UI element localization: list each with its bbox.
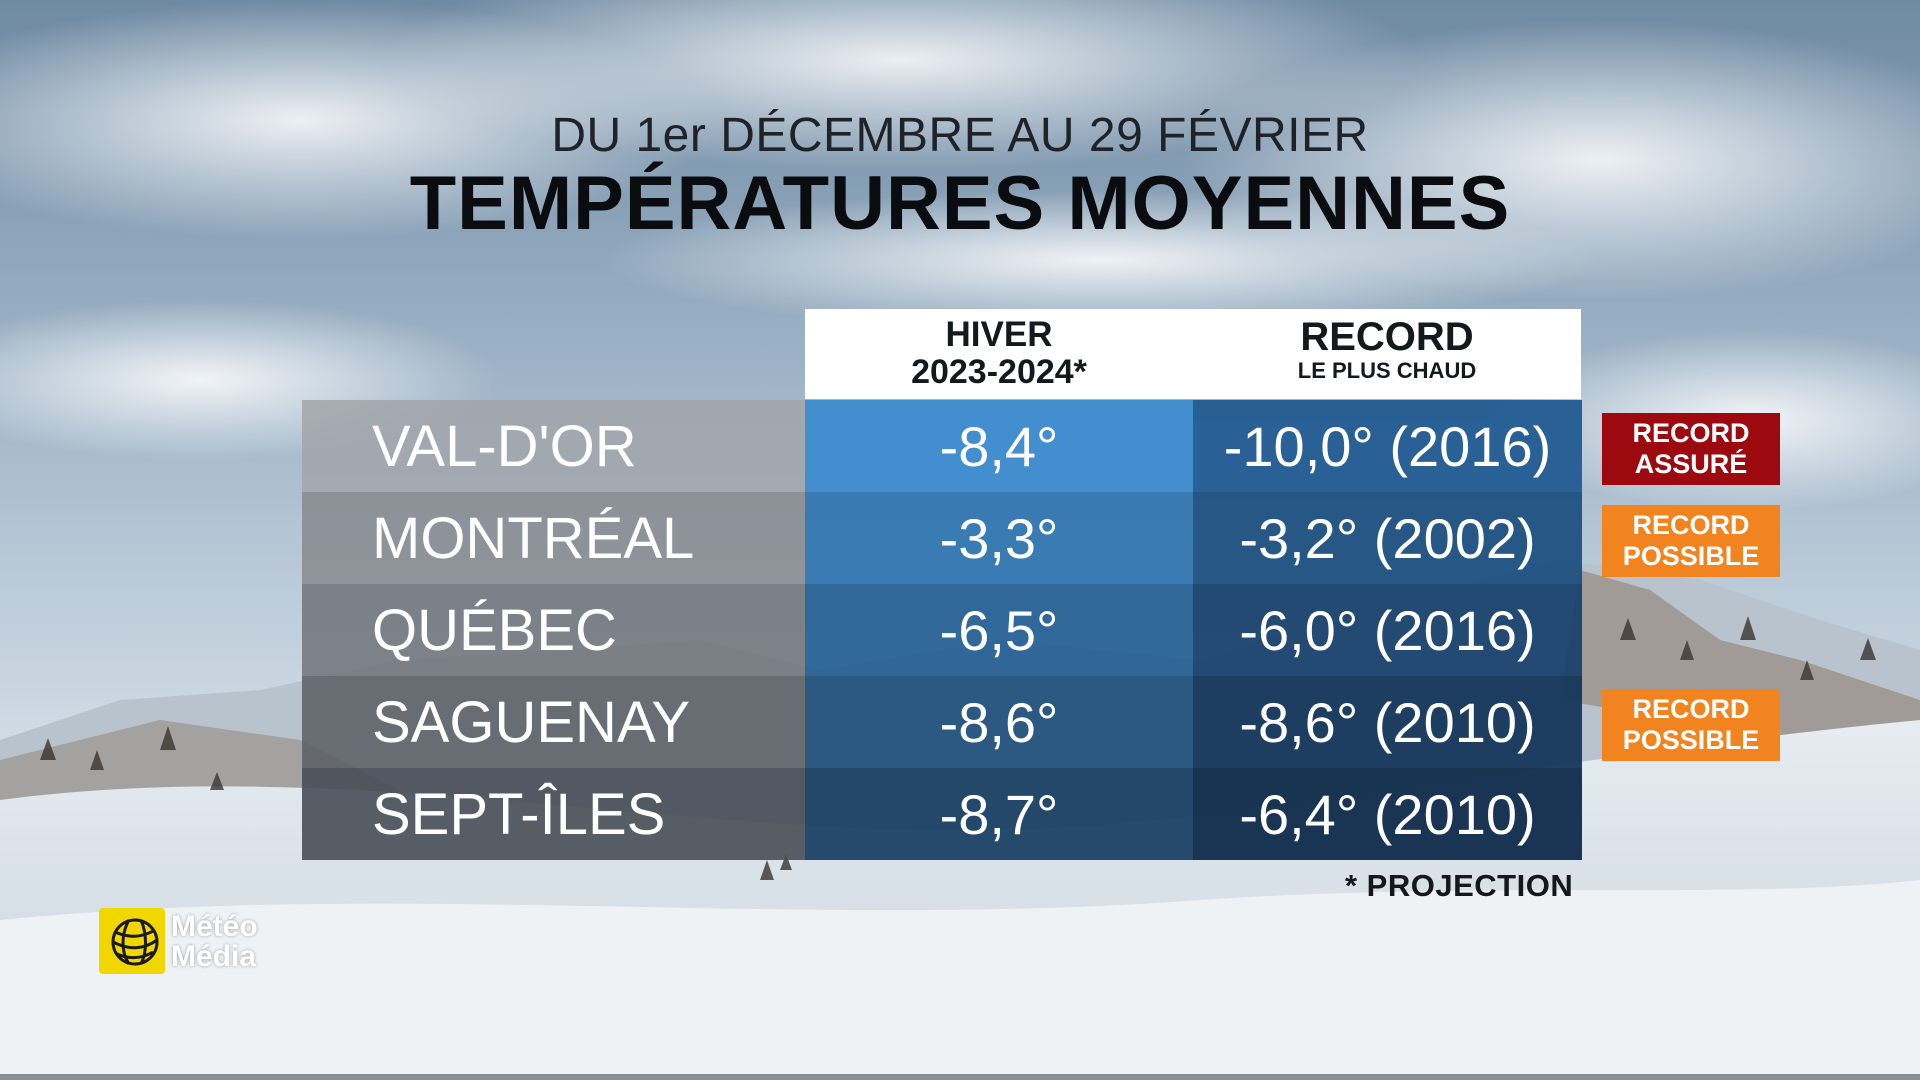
badge-line1: RECORD [1632,694,1750,724]
record-temperature: -6,4° (2010) [1193,768,1582,860]
record-possible-badge: RECORD POSSIBLE [1602,689,1780,761]
record-possible-badge: RECORD POSSIBLE [1602,505,1780,577]
city-name: QUÉBEC [302,584,805,676]
city-name: VAL-D'OR [302,400,805,492]
hiver-temperature: -6,5° [805,584,1193,676]
city-name: MONTRÉAL [302,492,805,584]
table-header: HIVER 2023-2024* RECORD LE PLUS CHAUD [805,309,1581,399]
column-header-hiver: HIVER 2023-2024* [805,309,1193,399]
badge-line2: POSSIBLE [1622,541,1760,571]
meteomedia-logo: Météo Média [99,908,279,978]
bottom-border [0,1074,1920,1080]
badge-line2: ASSURÉ [1634,449,1748,479]
hiver-temperature: -8,7° [805,768,1193,860]
table-row: QUÉBEC -6,5° -6,0° (2016) [302,584,1582,676]
badge-line1: RECORD [1632,510,1750,540]
table-row: SAGUENAY -8,6° -8,6° (2010) [302,676,1582,768]
record-temperature: -10,0° (2016) [1193,400,1582,492]
table-row: MONTRÉAL -3,3° -3,2° (2002) [302,492,1582,584]
projection-footnote: * PROJECTION [1345,868,1574,903]
city-name: SAGUENAY [302,676,805,768]
logo-line1: Météo [171,910,258,943]
hiver-header-line2: 2023-2024* [911,353,1087,391]
temperature-table: VAL-D'OR -8,4° -10,0° (2016) MONTRÉAL -3… [302,400,1582,860]
record-header-line1: RECORD [1300,315,1474,359]
hiver-temperature: -8,6° [805,676,1193,768]
page-title: TEMPÉRATURES MOYENNES [409,161,1511,246]
hiver-temperature: -8,4° [805,400,1193,492]
table-row: VAL-D'OR -8,4° -10,0° (2016) [302,400,1582,492]
table-row: SEPT-ÎLES -8,7° -6,4° (2010) [302,768,1582,860]
record-header-line2: LE PLUS CHAUD [1297,358,1477,383]
hiver-temperature: -3,3° [805,492,1193,584]
logo-text: Météo Média [171,912,258,972]
globe-icon [99,908,165,974]
city-name: SEPT-ÎLES [302,768,805,860]
record-assure-badge: RECORD ASSURÉ [1602,413,1780,485]
subtitle: DU 1er DÉCEMBRE AU 29 FÉVRIER [551,109,1369,162]
record-temperature: -6,0° (2016) [1193,584,1582,676]
record-temperature: -3,2° (2002) [1193,492,1582,584]
logo-line2: Média [171,940,257,973]
record-temperature: -8,6° (2010) [1193,676,1582,768]
column-header-record: RECORD LE PLUS CHAUD [1193,309,1581,399]
badge-line1: RECORD [1632,418,1750,448]
hiver-header-line1: HIVER [945,315,1053,354]
badge-line2: POSSIBLE [1622,725,1760,755]
